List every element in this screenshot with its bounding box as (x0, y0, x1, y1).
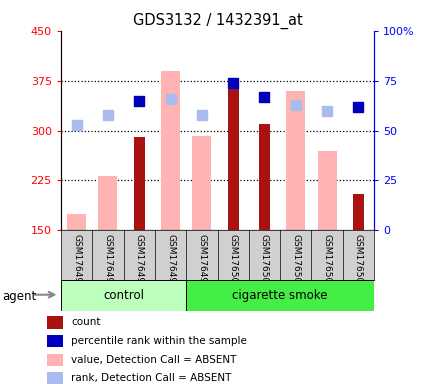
Text: value, Detection Call = ABSENT: value, Detection Call = ABSENT (71, 355, 236, 365)
Point (354, 104, 361, 110)
Bar (186, 280, 373, 311)
Point (104, 111, 111, 118)
Point (229, 79, 236, 86)
Bar (133, 137, 145, 230)
Bar (352, 194, 363, 230)
Text: percentile rank within the sample: percentile rank within the sample (71, 336, 246, 346)
Point (73, 121, 80, 127)
Point (198, 111, 205, 118)
Point (135, 98, 142, 104)
Bar (227, 84, 238, 230)
Text: GSM176495: GSM176495 (72, 234, 81, 289)
Text: GSM176504: GSM176504 (353, 234, 362, 289)
Text: count: count (71, 318, 100, 328)
Text: control: control (103, 289, 144, 302)
Point (292, 101, 299, 108)
Text: GSM176499: GSM176499 (197, 234, 206, 289)
Bar (98, 176, 117, 230)
Bar (67, 214, 86, 230)
Bar (47, 372, 63, 384)
Point (323, 108, 330, 114)
Bar (192, 136, 211, 230)
Bar (258, 124, 270, 230)
Bar (61, 280, 186, 311)
Text: rank, Detection Call = ABSENT: rank, Detection Call = ABSENT (71, 374, 231, 384)
Bar (286, 91, 305, 230)
Text: cigarette smoke: cigarette smoke (232, 289, 327, 302)
Text: GSM176497: GSM176497 (135, 234, 143, 289)
Point (167, 96, 174, 102)
Text: GSM176501: GSM176501 (260, 234, 268, 290)
Title: GDS3132 / 1432391_at: GDS3132 / 1432391_at (132, 13, 302, 29)
Bar (161, 71, 180, 230)
Text: agent: agent (2, 290, 36, 303)
Bar (47, 335, 63, 348)
Text: GSM176496: GSM176496 (103, 234, 112, 289)
Point (260, 94, 267, 100)
Bar (317, 151, 336, 230)
Bar (47, 354, 63, 366)
Text: GSM176502: GSM176502 (291, 234, 299, 289)
Text: GSM176500: GSM176500 (228, 234, 237, 290)
Text: GSM176503: GSM176503 (322, 234, 331, 290)
Text: GSM176498: GSM176498 (166, 234, 174, 289)
Bar (47, 316, 63, 329)
